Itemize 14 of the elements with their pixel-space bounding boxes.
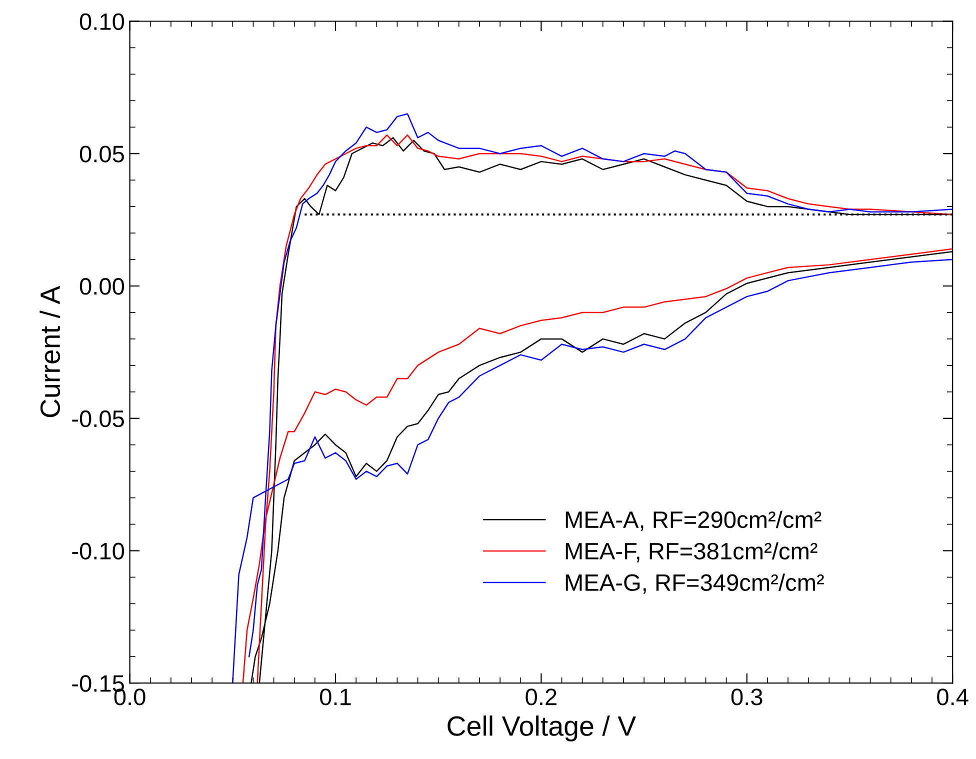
y-axis-title: Current / A (40, 286, 60, 418)
y-tick-label: 0.00 (80, 278, 124, 295)
y-tick-label: -0.10 (72, 542, 124, 560)
y-tick-label: 0.10 (80, 13, 124, 30)
legend-label: MEA-G, RF=349cm²/cm² (566, 574, 824, 594)
legend-label: MEA-F, RF=381cm²/cm² (566, 542, 818, 562)
y-tick-label: 0.05 (80, 146, 124, 162)
x-axis-title: Cell Voltage / V (448, 716, 636, 742)
x-tick-label: 0.1 (320, 688, 351, 706)
x-tick-label: 0.2 (526, 688, 556, 706)
y-tick-label: -0.05 (72, 410, 124, 428)
x-tick-label: 0.4 (937, 688, 968, 706)
x-tick-label: 0.3 (731, 688, 762, 706)
legend-label: MEA-A, RF=290cm²/cm² (566, 510, 822, 531)
